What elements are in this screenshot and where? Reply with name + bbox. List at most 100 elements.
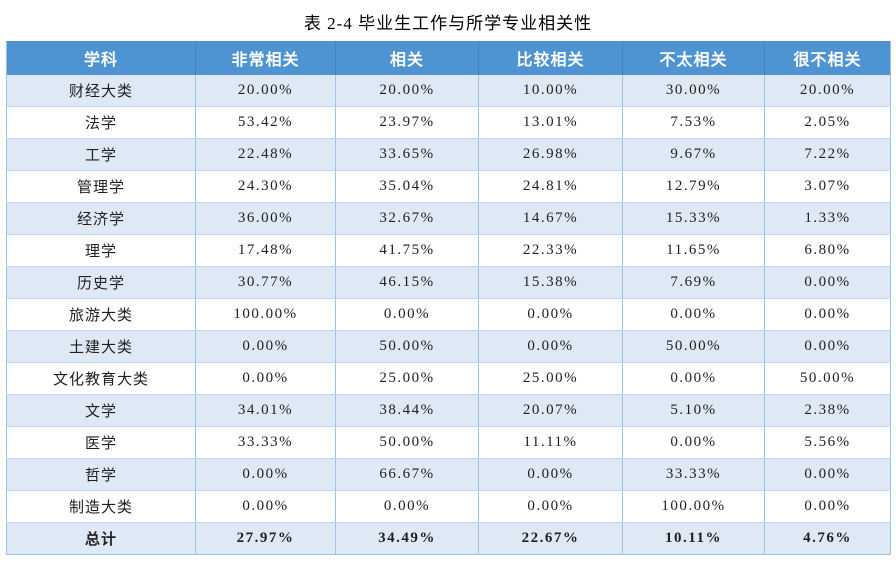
value-cell: 7.22% — [764, 138, 891, 171]
subject-cell: 医学 — [6, 426, 196, 459]
value-cell: 0.00% — [764, 458, 891, 491]
value-cell: 33.65% — [335, 138, 479, 171]
value-cell: 0.00% — [764, 266, 891, 299]
value-cell: 5.56% — [764, 426, 891, 459]
value-cell: 0.00% — [622, 362, 765, 395]
value-cell: 41.75% — [335, 234, 479, 267]
value-cell: 24.30% — [195, 170, 336, 203]
table-row: 历史学 30.77% 46.15% 15.38% 7.69% 0.00% — [6, 266, 891, 299]
value-cell: 25.00% — [478, 362, 623, 395]
value-cell: 17.48% — [195, 234, 336, 267]
value-cell: 11.65% — [622, 234, 765, 267]
value-cell: 0.00% — [622, 298, 765, 331]
value-cell: 0.00% — [764, 330, 891, 363]
value-cell: 34.01% — [195, 394, 336, 427]
table-caption: 表 2-4 毕业生工作与所学专业相关性 — [303, 14, 593, 33]
subject-cell: 法学 — [6, 106, 196, 139]
value-cell: 1.33% — [764, 202, 891, 235]
subject-cell: 文化教育大类 — [6, 362, 196, 395]
value-cell: 50.00% — [335, 330, 479, 363]
value-cell: 5.10% — [622, 394, 765, 427]
subject-cell: 土建大类 — [6, 330, 196, 363]
value-cell: 0.00% — [764, 490, 891, 523]
total-value-cell: 4.76% — [764, 522, 891, 555]
total-value-cell: 22.67% — [478, 522, 623, 555]
value-cell: 32.67% — [335, 202, 479, 235]
table-row: 管理学 24.30% 35.04% 24.81% 12.79% 3.07% — [6, 170, 891, 203]
value-cell: 30.00% — [622, 74, 765, 107]
table-row: 制造大类 0.00% 0.00% 0.00% 100.00% 0.00% — [6, 490, 891, 523]
table-row: 医学 33.33% 50.00% 11.11% 0.00% 5.56% — [6, 426, 891, 459]
total-value-cell: 27.97% — [195, 522, 336, 555]
value-cell: 7.53% — [622, 106, 765, 139]
value-cell: 14.67% — [478, 202, 623, 235]
table-header-row: 学科 非常相关 相关 比较相关 不太相关 很不相关 — [6, 41, 891, 75]
value-cell: 0.00% — [195, 490, 336, 523]
value-cell: 10.00% — [478, 74, 623, 107]
table-body: 财经大类 20.00% 20.00% 10.00% 30.00% 20.00% 法学 53.4… — [6, 74, 891, 555]
table-row: 哲学 0.00% 66.67% 0.00% 33.33% 0.00% — [6, 458, 891, 491]
table-row: 土建大类 0.00% 50.00% 0.00% 50.00% 0.00% — [6, 330, 891, 363]
subject-cell: 制造大类 — [6, 490, 196, 523]
value-cell: 2.38% — [764, 394, 891, 427]
value-cell: 38.44% — [335, 394, 479, 427]
value-cell: 20.07% — [478, 394, 623, 427]
value-cell: 50.00% — [764, 362, 891, 395]
value-cell: 23.97% — [335, 106, 479, 139]
value-cell: 20.00% — [195, 74, 336, 107]
value-cell: 0.00% — [478, 490, 623, 523]
value-cell: 0.00% — [478, 458, 623, 491]
value-cell: 53.42% — [195, 106, 336, 139]
subject-cell: 财经大类 — [6, 74, 196, 107]
value-cell: 13.01% — [478, 106, 623, 139]
column-header-subject: 学科 — [6, 41, 196, 75]
value-cell: 22.33% — [478, 234, 623, 267]
relevance-table: 学科 非常相关 相关 比较相关 不太相关 很不相关 财经大类 20.00% 20.0… — [6, 41, 891, 555]
column-header-less-related: 不太相关 — [622, 41, 765, 75]
value-cell: 20.00% — [335, 74, 479, 107]
subject-cell: 工学 — [6, 138, 196, 171]
value-cell: 35.04% — [335, 170, 479, 203]
table-row: 理学 17.48% 41.75% 22.33% 11.65% 6.80% — [6, 234, 891, 267]
value-cell: 33.33% — [195, 426, 336, 459]
value-cell: 0.00% — [195, 362, 336, 395]
value-cell: 26.98% — [478, 138, 623, 171]
value-cell: 11.11% — [478, 426, 623, 459]
subject-cell: 哲学 — [6, 458, 196, 491]
subject-cell: 文学 — [6, 394, 196, 427]
value-cell: 0.00% — [195, 330, 336, 363]
value-cell: 12.79% — [622, 170, 765, 203]
value-cell: 6.80% — [764, 234, 891, 267]
value-cell: 36.00% — [195, 202, 336, 235]
value-cell: 100.00% — [195, 298, 336, 331]
value-cell: 24.81% — [478, 170, 623, 203]
column-header-fairly-related: 比较相关 — [478, 41, 623, 75]
value-cell: 0.00% — [478, 330, 623, 363]
value-cell: 22.48% — [195, 138, 336, 171]
total-label-cell: 总计 — [6, 522, 196, 555]
total-value-cell: 10.11% — [622, 522, 765, 555]
value-cell: 0.00% — [335, 298, 479, 331]
table-row: 法学 53.42% 23.97% 13.01% 7.53% 2.05% — [6, 106, 891, 139]
value-cell: 2.05% — [764, 106, 891, 139]
value-cell: 0.00% — [335, 490, 479, 523]
subject-cell: 理学 — [6, 234, 196, 267]
value-cell: 50.00% — [622, 330, 765, 363]
column-header-not-related: 很不相关 — [764, 41, 891, 75]
value-cell: 25.00% — [335, 362, 479, 395]
table-row: 工学 22.48% 33.65% 26.98% 9.67% 7.22% — [6, 138, 891, 171]
column-header-related: 相关 — [335, 41, 479, 75]
value-cell: 33.33% — [622, 458, 765, 491]
value-cell: 46.15% — [335, 266, 479, 299]
table-row: 旅游大类 100.00% 0.00% 0.00% 0.00% 0.00% — [6, 298, 891, 331]
subject-cell: 旅游大类 — [6, 298, 196, 331]
value-cell: 0.00% — [478, 298, 623, 331]
value-cell: 100.00% — [622, 490, 765, 523]
column-header-very-related: 非常相关 — [195, 41, 336, 75]
table-row: 文化教育大类 0.00% 25.00% 25.00% 0.00% 50.00% — [6, 362, 891, 395]
subject-cell: 经济学 — [6, 202, 196, 235]
value-cell: 66.67% — [335, 458, 479, 491]
value-cell: 30.77% — [195, 266, 336, 299]
subject-cell: 历史学 — [6, 266, 196, 299]
